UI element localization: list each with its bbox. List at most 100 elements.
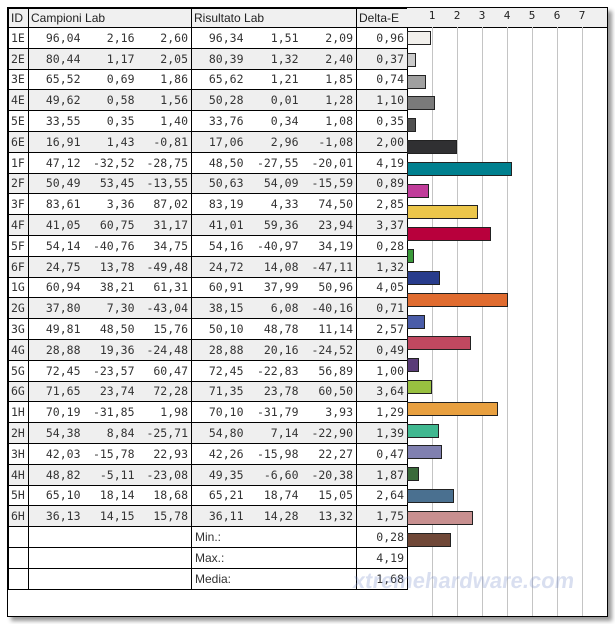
table-row: 1G 60,94 38,21 61,31 60,91 37,99 50,96 4,05 [8, 276, 408, 299]
delta-e-value: 2,00 [356, 130, 408, 153]
campioni-lab-b: -23,08 [137, 463, 192, 486]
gridline [532, 27, 533, 616]
delta-e-value: 1,10 [356, 89, 408, 112]
risultato-lab-l: 71,35 [191, 380, 247, 403]
summary-value: 4,19 [356, 546, 408, 569]
delta-e-table: ID Campioni Lab Risultato Lab Delta-E 1E… [8, 8, 408, 590]
header-risultato-lab: Risultato Lab [191, 8, 357, 28]
risultato-lab-l: 54,80 [191, 422, 247, 444]
campioni-lab-b: -49,48 [137, 255, 192, 278]
campioni-lab-a: -15,78 [83, 442, 138, 465]
patch-id: 1H [8, 401, 29, 424]
risultato-lab-b: 34,19 [301, 234, 357, 257]
risultato-lab-b: 22,27 [301, 442, 357, 465]
delta-e-value: 2,85 [356, 193, 408, 216]
campioni-lab-l: 28,88 [28, 338, 84, 361]
risultato-lab-a: 1,51 [246, 27, 302, 49]
risultato-lab-b: 56,89 [301, 359, 357, 382]
table-row: 5F 54,14 -40,76 34,75 54,16 -40,97 34,19 0,28 [8, 234, 408, 257]
header-id: ID [8, 8, 29, 28]
patch-id: 4F [8, 214, 29, 236]
empty-cell [8, 546, 29, 569]
delta-e-value: 4,05 [356, 276, 408, 299]
summary-value: 0,28 [356, 526, 408, 548]
campioni-lab-a: 14,15 [83, 505, 138, 528]
campioni-lab-b: 18,68 [137, 484, 192, 507]
campioni-lab-l: 41,05 [28, 214, 84, 236]
delta-e-bar-3F [407, 205, 479, 220]
axis-tick-label: 6 [553, 9, 561, 22]
delta-e-bar-3G [407, 336, 472, 351]
patch-id: 6G [8, 380, 29, 403]
delta-e-value: 1,39 [356, 422, 408, 444]
risultato-lab-a: 54,09 [246, 172, 302, 195]
table-row: 5G 72,45 -23,57 60,47 72,45 -22,83 56,89 1,00 [8, 359, 408, 382]
risultato-lab-a: 1,32 [246, 47, 302, 70]
delta-e-bar-1H [407, 423, 440, 438]
header-campioni-lab: Campioni Lab [28, 8, 192, 28]
risultato-lab-a: -6,60 [246, 463, 302, 486]
patch-id: 2H [8, 422, 29, 444]
campioni-lab-a: -23,57 [83, 359, 138, 382]
risultato-lab-a: 48,78 [246, 318, 302, 340]
delta-e-bar-5H [407, 510, 473, 525]
campioni-lab-l: 49,62 [28, 89, 84, 112]
campioni-lab-b: 1,86 [137, 68, 192, 91]
delta-e-bar-5E [407, 118, 416, 133]
table-row: 5E 33,55 0,35 1,40 33,76 0,34 1,08 0,35 [8, 110, 408, 132]
risultato-lab-l: 49,35 [191, 463, 247, 486]
campioni-lab-b: 2,60 [137, 27, 192, 49]
risultato-lab-a: 14,28 [246, 505, 302, 528]
risultato-lab-a: 18,74 [246, 484, 302, 507]
table-row: 6H 36,13 14,15 15,78 36,11 14,28 13,32 1,75 [8, 505, 408, 528]
campioni-lab-l: 36,13 [28, 505, 84, 528]
campioni-lab-b: 60,47 [137, 359, 192, 382]
summary-label: Media: [191, 567, 357, 590]
delta-e-value: 1,00 [356, 359, 408, 382]
risultato-lab-l: 42,26 [191, 442, 247, 465]
campioni-lab-a: -5,11 [83, 463, 138, 486]
risultato-lab-a: -40,97 [246, 234, 302, 257]
delta-e-value: 2,64 [356, 484, 408, 507]
table-row: 6G 71,65 23,74 72,28 71,35 23,78 60,50 3,64 [8, 380, 408, 403]
campioni-lab-a: -31,85 [83, 401, 138, 424]
risultato-lab-a: 7,14 [246, 422, 302, 444]
campioni-lab-b: 31,17 [137, 214, 192, 236]
empty-cell [28, 546, 192, 569]
risultato-lab-b: 23,94 [301, 214, 357, 236]
campioni-lab-b: 72,28 [137, 380, 192, 403]
patch-id: 5G [8, 359, 29, 382]
risultato-lab-l: 50,10 [191, 318, 247, 340]
patch-id: 4G [8, 338, 29, 361]
patch-id: 5H [8, 484, 29, 507]
delta-e-bar-6F [407, 270, 440, 285]
campioni-lab-l: 33,55 [28, 110, 84, 132]
table-row: 2G 37,80 7,30 -43,04 38,15 6,08 -40,16 0,71 [8, 297, 408, 320]
delta-e-value: 0,37 [356, 47, 408, 70]
risultato-lab-b: 13,32 [301, 505, 357, 528]
campioni-lab-a: 0,69 [83, 68, 138, 91]
patch-id: 4H [8, 463, 29, 486]
table-row: 3E 65,52 0,69 1,86 65,62 1,21 1,85 0,74 [8, 68, 408, 91]
table-row: 5H 65,10 18,14 18,68 65,21 18,74 15,05 2,64 [8, 484, 408, 507]
empty-cell [8, 526, 29, 548]
campioni-lab-b: -28,75 [137, 151, 192, 174]
gridline [507, 27, 508, 616]
delta-e-value: 1,29 [356, 401, 408, 424]
delta-e-value: 1,75 [356, 505, 408, 528]
table-row: 6E 16,91 1,43 -0,81 17,06 2,96 -1,08 2,00 [8, 130, 408, 153]
risultato-lab-b: -24,52 [301, 338, 357, 361]
risultato-lab-a: -31,79 [246, 401, 302, 424]
campioni-lab-a: 23,74 [83, 380, 138, 403]
risultato-lab-b: -20,38 [301, 463, 357, 486]
axis-tick-label: 2 [453, 9, 461, 22]
table-row: 4G 28,88 19,36 -24,48 28,88 20,16 -24,52 0,49 [8, 338, 408, 361]
campioni-lab-l: 70,19 [28, 401, 84, 424]
table-row: 3F 83,61 3,36 87,02 83,19 4,33 74,50 2,85 [8, 193, 408, 216]
patch-id: 3G [8, 318, 29, 340]
delta-e-report: ID Campioni Lab Risultato Lab Delta-E 1E… [7, 7, 608, 617]
delta-e-value: 0,28 [356, 234, 408, 257]
campioni-lab-l: 50,49 [28, 172, 84, 195]
summary-row: Media: 1,68 [8, 567, 408, 590]
campioni-lab-l: 83,61 [28, 193, 84, 216]
